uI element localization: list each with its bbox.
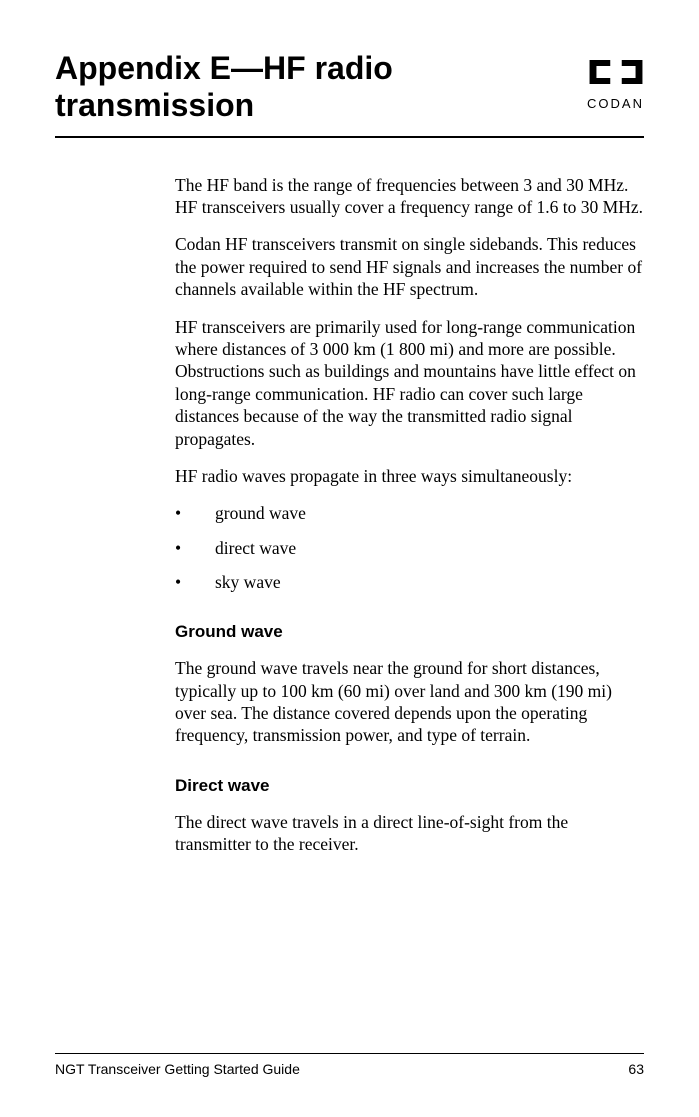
paragraph: The ground wave travels near the ground … xyxy=(175,657,644,747)
footer-doc-title: NGT Transceiver Getting Started Guide xyxy=(55,1061,300,1077)
bullet-item: • direct wave xyxy=(175,537,644,559)
header-row: Appendix E—HF radio transmission CODAN xyxy=(55,50,644,138)
body-content: The HF band is the range of frequencies … xyxy=(175,174,644,856)
page-footer: NGT Transceiver Getting Started Guide 63 xyxy=(55,1053,644,1077)
section-heading: Direct wave xyxy=(175,775,644,797)
brand-logo-text: CODAN xyxy=(587,96,644,111)
bullet-text: ground wave xyxy=(215,502,306,524)
paragraph: HF transceivers are primarily used for l… xyxy=(175,316,644,450)
paragraph: Codan HF transceivers transmit on single… xyxy=(175,233,644,300)
bullet-mark-icon: • xyxy=(175,537,215,559)
bullet-item: • ground wave xyxy=(175,502,644,524)
page-title: Appendix E—HF radio transmission xyxy=(55,50,587,124)
brand-logo: CODAN xyxy=(587,50,644,111)
brand-logo-mark-icon xyxy=(587,54,645,93)
section-heading: Ground wave xyxy=(175,621,644,643)
paragraph: The HF band is the range of frequencies … xyxy=(175,174,644,219)
bullet-item: • sky wave xyxy=(175,571,644,593)
paragraph: The direct wave travels in a direct line… xyxy=(175,811,644,856)
bullet-text: direct wave xyxy=(215,537,296,559)
bullet-text: sky wave xyxy=(215,571,281,593)
page: Appendix E—HF radio transmission CODAN T… xyxy=(0,0,699,1117)
footer-page-number: 63 xyxy=(628,1061,644,1077)
bullet-list: • ground wave • direct wave • sky wave xyxy=(175,502,644,593)
paragraph: HF radio waves propagate in three ways s… xyxy=(175,465,644,487)
bullet-mark-icon: • xyxy=(175,571,215,593)
bullet-mark-icon: • xyxy=(175,502,215,524)
